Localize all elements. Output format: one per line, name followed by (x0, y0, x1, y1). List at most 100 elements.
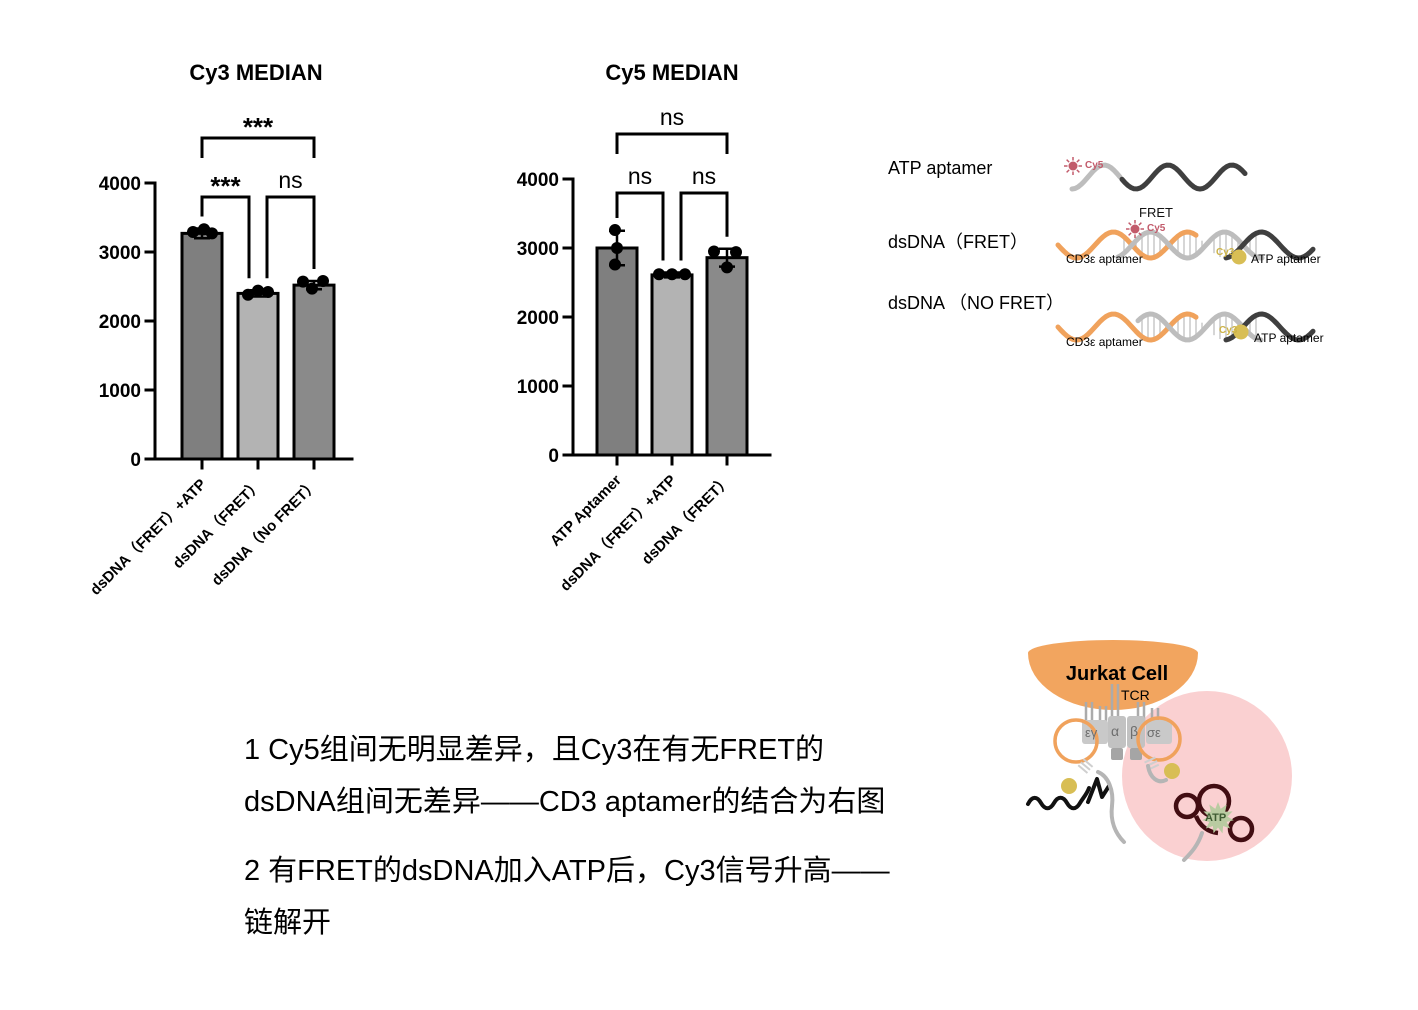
y-tick-label: 3000 (517, 239, 559, 260)
data-point (609, 224, 621, 237)
atp-aptamer-strand-row2 (1223, 229, 1316, 261)
y-tick-label: 2000 (99, 312, 141, 333)
atp-aptamer-strand-dark (1119, 162, 1248, 192)
cd3-aptamer-loop-right (1136, 716, 1182, 762)
bar (595, 246, 639, 457)
y-tick-label: 2000 (517, 308, 559, 329)
data-point (679, 268, 691, 281)
bar (292, 283, 336, 461)
significance-label: ns (628, 163, 652, 189)
y-tick-label: 4000 (517, 170, 559, 191)
fret-tag: FRET (1139, 205, 1173, 220)
bar (650, 273, 694, 457)
atp-aptamer-label-row2: ATP aptamer (1251, 252, 1321, 266)
significance-bracket (200, 136, 316, 158)
x-category-label: dsDNA（FRET） (638, 471, 735, 568)
atp-aptamer-label-row3: ATP aptamer (1254, 331, 1324, 345)
cd3e-aptamer-label-row3: CD3ε aptamer (1066, 335, 1143, 349)
y-tick-label: 0 (548, 446, 559, 467)
activation-zone-circle (1122, 691, 1292, 861)
cy5-star-row2 (1126, 220, 1144, 238)
data-point (206, 227, 218, 240)
atp-aptamer-strand-gray (1069, 162, 1123, 192)
tcr-subunit-boxes (1082, 716, 1172, 760)
y-tick-label: 3000 (99, 243, 141, 264)
significance-label: ns (692, 163, 716, 189)
annotation-notes: 1 Cy5组间无明显差异，且Cy3在有无FRET的 dsDNA组间无差异——CD… (244, 724, 1024, 966)
cy5-tag-row2: Cy5 (1147, 223, 1166, 234)
bar (180, 231, 224, 461)
cd3-aptamer-strand-row3 (1055, 311, 1199, 343)
bar (705, 256, 749, 457)
data-point (730, 246, 742, 259)
tcr-subunit-beta: β (1130, 723, 1139, 739)
significance-bracket (265, 195, 316, 279)
atp-burst-icon (1202, 802, 1234, 834)
tcr-subunit-alpha: α (1111, 723, 1120, 739)
cd3-aptamer-loop-left (1053, 718, 1099, 764)
data-point (611, 242, 623, 254)
cy5-star-row1 (1064, 157, 1082, 175)
gray-strand-right (1146, 764, 1168, 784)
data-point (708, 245, 720, 258)
significance-bracket (615, 132, 729, 154)
data-point (242, 288, 254, 301)
y-tick-label: 1000 (517, 377, 559, 398)
tcr-label: TCR (1121, 687, 1150, 703)
cy3-dot-row2 (1231, 249, 1247, 265)
cy3-dot-row3 (1233, 324, 1249, 340)
chart-title: Cy5 MEDIAN (605, 60, 738, 85)
cy3-median-chart: Cy3 MEDIAN 0 1000 2000 3000 4000 dsDNA（FRET）+A… (86, 60, 354, 599)
data-point (262, 286, 274, 299)
significance-label: ns (278, 167, 302, 193)
hybrid-neck-left (1077, 758, 1094, 774)
data-point (653, 268, 665, 281)
significance-bracket (200, 195, 251, 279)
cy3-dot-left (1061, 778, 1077, 794)
cd3-aptamer-strand-row2 (1055, 229, 1199, 261)
note-2: 2 有FRET的dsDNA加入ATP后，Cy3信号升高—— 链解开 (244, 855, 890, 939)
gray-strand-left (1096, 770, 1126, 844)
data-point (306, 282, 318, 295)
chart-title: Cy3 MEDIAN (189, 60, 322, 85)
x-category-label: dsDNA（FRET）+ATP (86, 475, 210, 599)
data-point (187, 225, 199, 238)
cy3-tag-row3: Cy3 (1219, 325, 1238, 336)
row-dsdna-fret-label: dsDNA（FRET） (888, 232, 1029, 252)
data-point (297, 275, 309, 288)
jurkat-cell-label: Jurkat Cell (1065, 663, 1169, 685)
cy3-dot-right (1164, 763, 1180, 779)
significance-label: *** (243, 112, 274, 142)
strand-kink (1086, 777, 1111, 804)
significance-bracket (615, 191, 665, 261)
data-point (317, 274, 329, 287)
jurkat-cell-body (1028, 640, 1198, 710)
aptamer-constructs-diagram (1055, 157, 1316, 343)
data-point (721, 261, 733, 274)
row-atp-aptamer-label: ATP aptamer (888, 158, 993, 178)
significance-label: *** (210, 171, 241, 201)
gray-tail-atp (1182, 831, 1204, 862)
tcr-subunit-eg: εγ (1085, 725, 1098, 740)
bar (236, 291, 280, 461)
complement-strand-row2 (1115, 229, 1265, 261)
data-point (609, 258, 621, 271)
free-atp-aptamer-strand (1026, 786, 1091, 811)
note-1: 1 Cy5组间无明显差异，且Cy3在有无FRET的 dsDNA组间无差异——CD… (244, 734, 886, 818)
cd3e-aptamer-label-row2: CD3ε aptamer (1066, 252, 1143, 266)
x-category-label: dsDNA（No FRET） (208, 475, 322, 589)
y-tick-label: 1000 (99, 381, 141, 402)
cy3-tag-row2: Cy3 (1216, 247, 1235, 258)
significance-label: ns (660, 104, 684, 130)
cy5-tag-row1: Cy5 (1085, 160, 1104, 171)
significance-bracket (679, 191, 729, 261)
row-dsdna-nofret-label: dsDNA （NO FRET） (888, 293, 1065, 313)
y-tick-label: 0 (130, 450, 141, 471)
tcr-subunit-se: σε (1147, 725, 1161, 740)
data-point (666, 268, 678, 281)
folded-atp-aptamer (1173, 783, 1255, 843)
complement-strand-row3 (1135, 311, 1264, 343)
y-tick-label: 4000 (99, 174, 141, 195)
